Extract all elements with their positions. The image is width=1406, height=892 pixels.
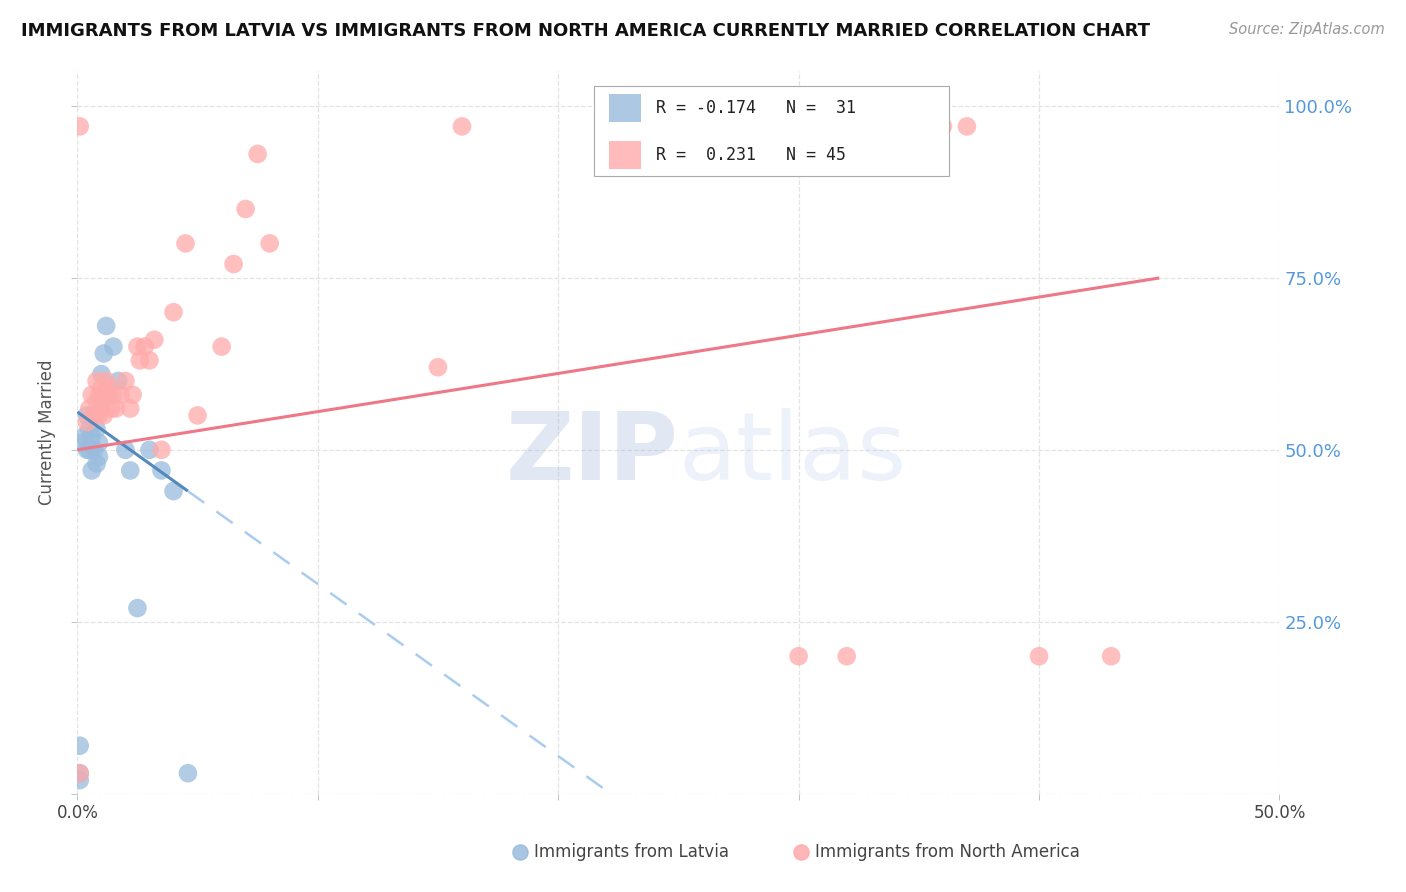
Point [97,388,120,402]
Point [69,766,91,780]
Point [90,367,112,381]
Point [104,401,127,416]
Point [162,484,184,499]
Point [150,463,173,477]
Point [69,120,91,134]
Point [86,422,108,436]
Y-axis label: Currently Married: Currently Married [38,359,56,506]
Point [114,374,136,388]
Point [932,120,955,134]
Point [127,601,149,615]
Point [86,374,108,388]
Point [259,236,281,251]
Point [114,442,136,457]
Point [86,394,108,409]
Point [790,845,813,859]
Point [509,845,531,859]
Point [246,147,269,161]
Point [87,388,110,402]
Point [69,739,91,753]
Point [96,318,118,333]
Point [83,409,105,423]
Point [235,202,257,216]
Point [138,442,160,457]
Point [87,409,110,423]
Point [451,120,474,134]
Point [128,353,150,368]
Point [69,766,91,780]
Point [80,388,103,402]
Text: Immigrants from North America: Immigrants from North America [815,843,1080,861]
Text: R =  0.231   N = 45: R = 0.231 N = 45 [655,146,845,164]
Point [83,442,105,457]
Point [80,429,103,443]
Point [96,374,118,388]
Point [787,649,810,664]
Point [174,236,197,251]
Point [76,409,98,423]
Point [79,401,101,416]
Point [76,442,98,457]
Point [90,401,112,416]
Text: IMMIGRANTS FROM LATVIA VS IMMIGRANTS FROM NORTH AMERICA CURRENTLY MARRIED CORREL: IMMIGRANTS FROM LATVIA VS IMMIGRANTS FRO… [21,22,1150,40]
Point [87,436,110,450]
Point [107,374,129,388]
FancyBboxPatch shape [595,86,949,176]
Point [97,381,120,395]
Point [211,340,233,354]
Point [96,388,118,402]
Point [143,333,166,347]
Point [956,120,979,134]
Point [127,340,149,354]
Text: Immigrants from Latvia: Immigrants from Latvia [534,843,730,861]
Point [186,409,209,423]
FancyBboxPatch shape [609,142,641,169]
Point [1028,649,1050,664]
Point [103,388,125,402]
Point [110,388,132,402]
Point [177,766,200,780]
Point [69,773,91,788]
Text: R = -0.174   N =  31: R = -0.174 N = 31 [655,99,856,117]
Point [103,340,125,354]
Point [835,649,858,664]
Point [73,429,96,443]
Point [90,401,112,416]
Text: Source: ZipAtlas.com: Source: ZipAtlas.com [1229,22,1385,37]
Point [90,381,112,395]
Text: ZIP: ZIP [506,409,679,500]
Point [222,257,245,271]
Point [93,409,115,423]
FancyBboxPatch shape [609,95,641,122]
Point [86,457,108,471]
Point [120,463,142,477]
Point [138,353,160,368]
Point [120,401,142,416]
Point [76,415,98,429]
Point [83,409,105,423]
Point [121,388,143,402]
Point [427,360,450,375]
Point [162,305,184,319]
Point [79,422,101,436]
Point [70,436,93,450]
Point [150,442,173,457]
Point [1099,649,1122,664]
Point [87,450,110,464]
Point [80,463,103,477]
Point [79,442,101,457]
Text: atlas: atlas [679,409,907,500]
Point [93,346,115,360]
Point [134,340,156,354]
Point [100,401,122,416]
